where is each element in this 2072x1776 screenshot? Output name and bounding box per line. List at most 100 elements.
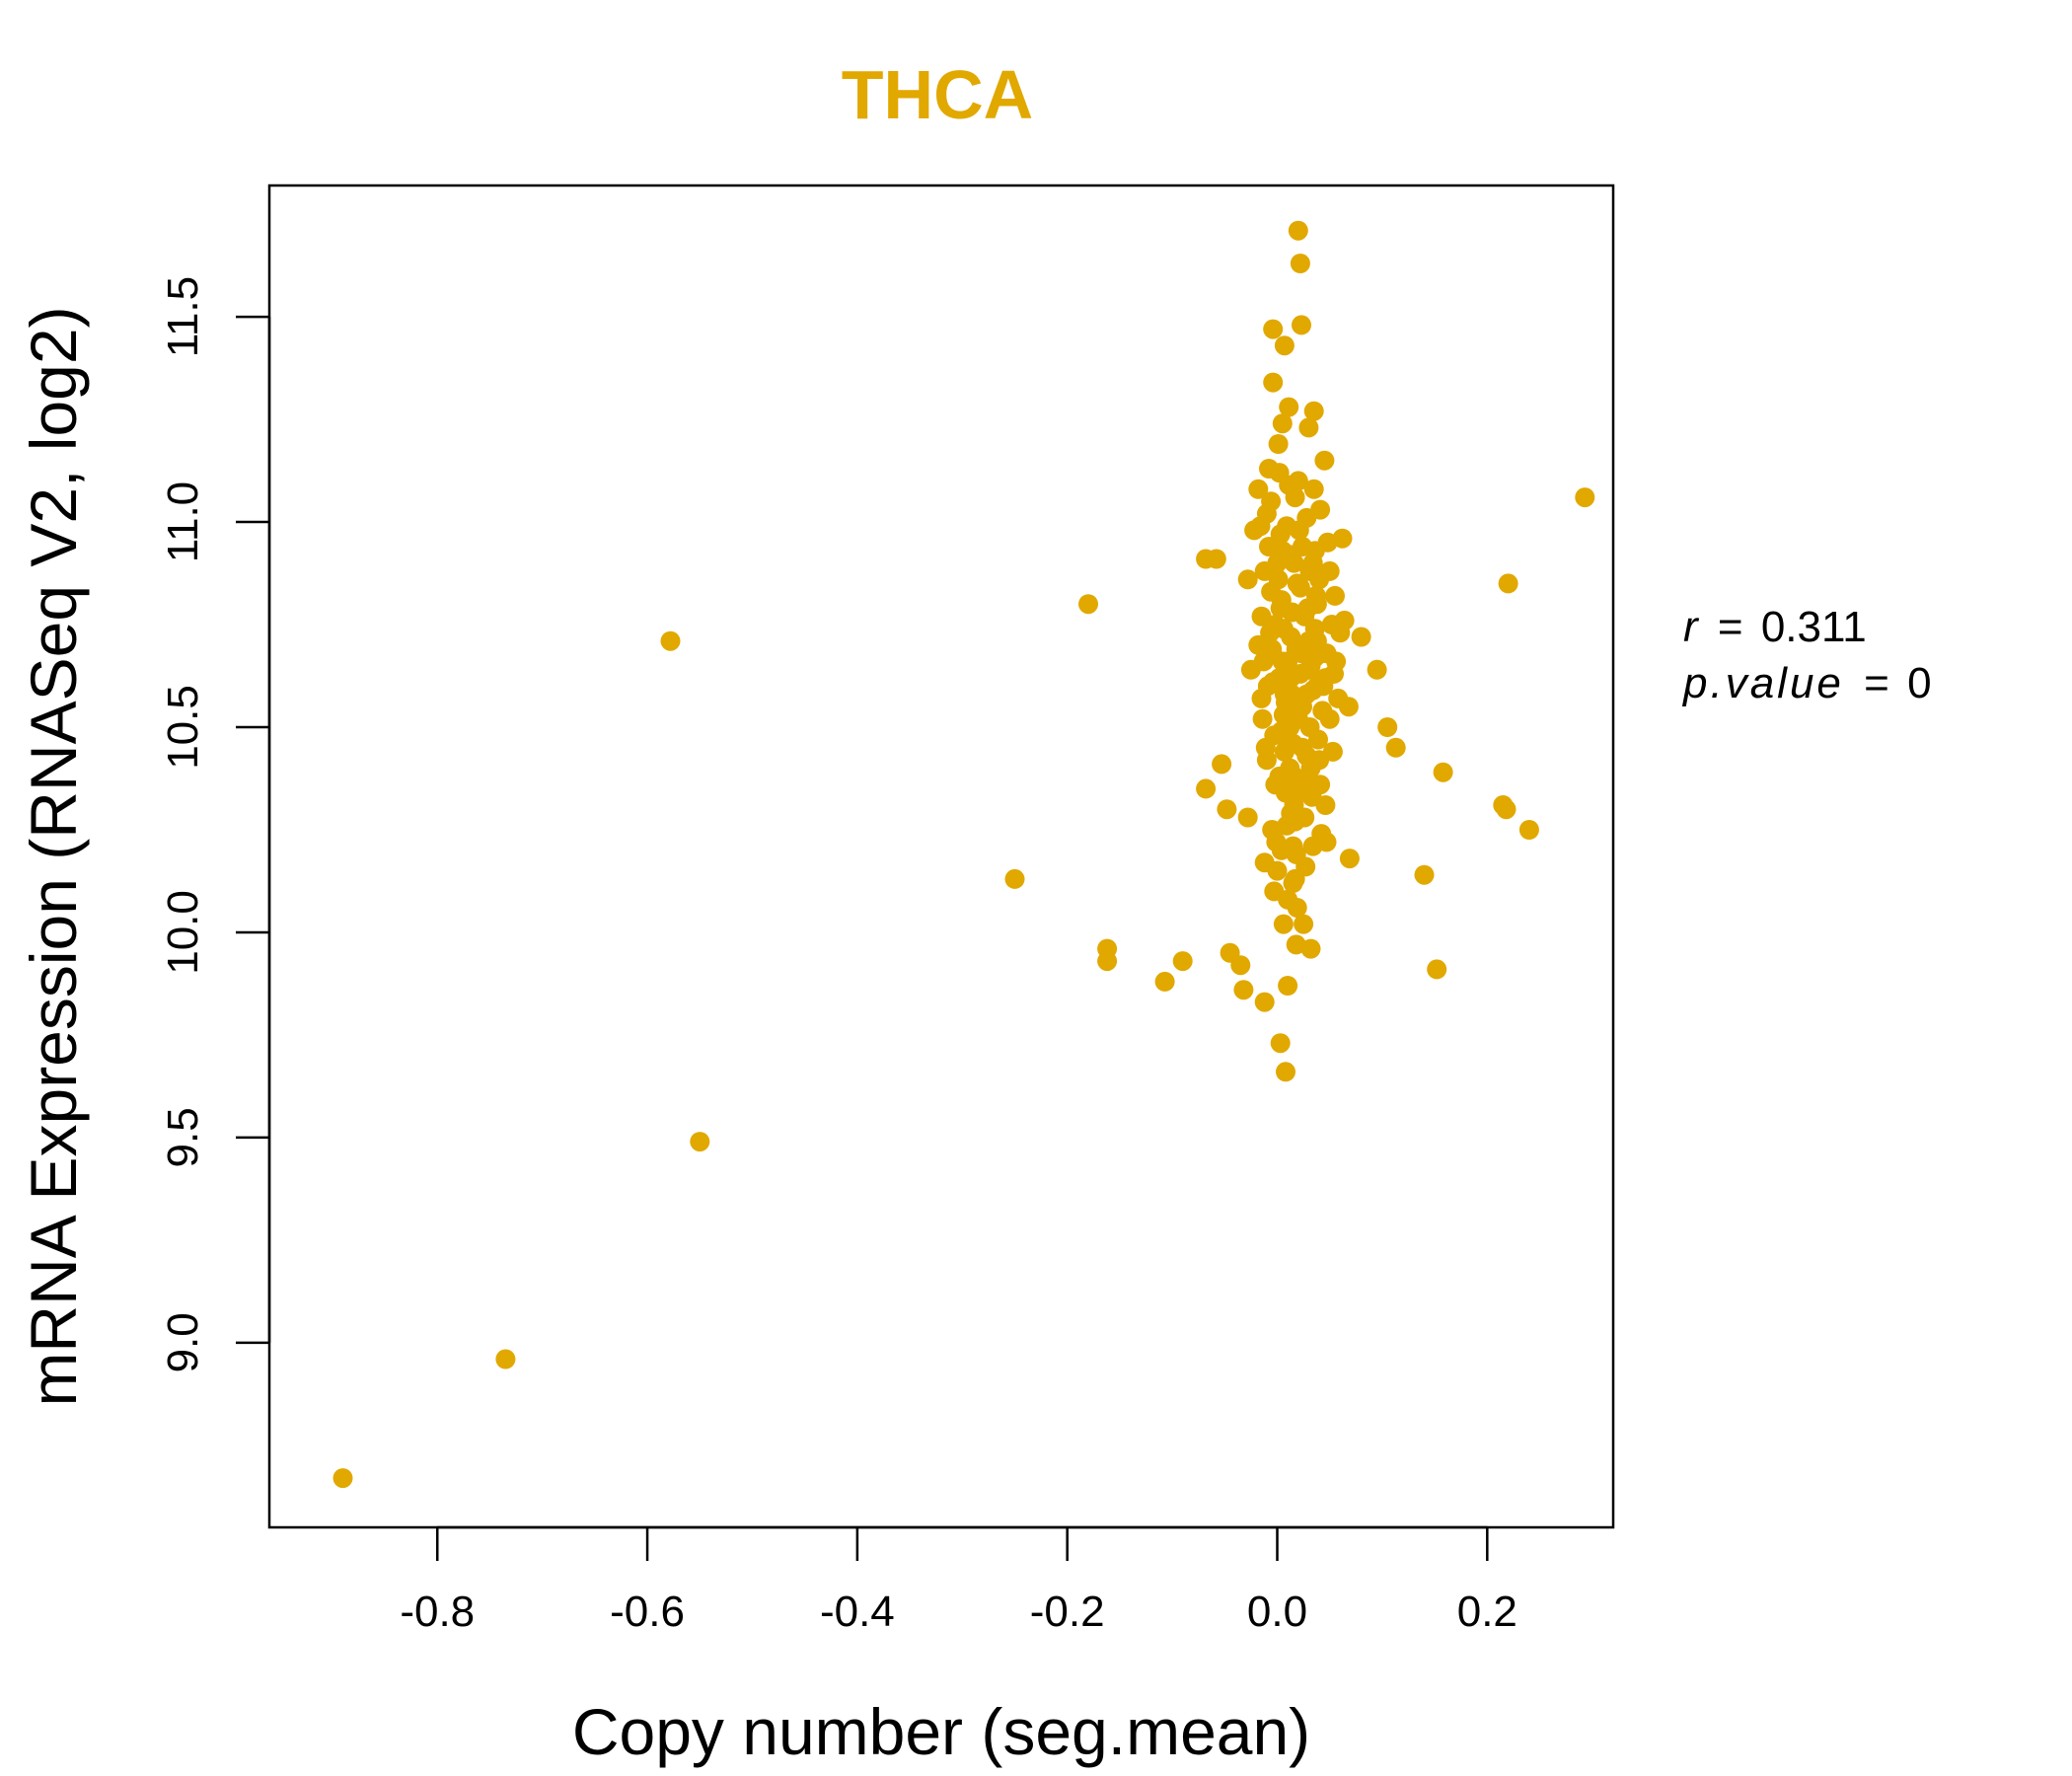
data-point — [1294, 914, 1314, 934]
data-point — [1385, 737, 1406, 758]
x-tick-label: -0.8 — [400, 1588, 475, 1636]
y-tick-label: 9.5 — [159, 1107, 207, 1167]
x-tick-label: -0.2 — [1030, 1588, 1105, 1636]
data-point — [1334, 610, 1355, 630]
data-point — [1339, 849, 1360, 869]
data-point — [1268, 434, 1289, 454]
data-point — [1270, 524, 1291, 545]
data-point — [1308, 729, 1328, 750]
data-point — [1283, 836, 1303, 856]
data-point — [1269, 668, 1290, 689]
x-tick-label: -0.6 — [610, 1588, 685, 1636]
y-tick-label: 10.0 — [159, 890, 207, 975]
data-point — [1237, 807, 1258, 828]
data-point — [1078, 594, 1098, 615]
p-value: 0 — [1907, 659, 1931, 707]
data-point — [495, 1349, 516, 1369]
data-point — [1270, 598, 1291, 619]
data-point — [1212, 754, 1232, 775]
data-point — [1351, 627, 1371, 647]
y-tick-label: 10.5 — [159, 685, 207, 770]
data-point — [1296, 507, 1317, 528]
chart-title: THCA — [842, 56, 1033, 133]
data-point — [1288, 471, 1308, 491]
data-point — [1315, 668, 1336, 689]
data-point — [1377, 717, 1398, 737]
data-point — [1338, 697, 1359, 717]
data-point — [1309, 569, 1330, 590]
data-point — [1273, 619, 1294, 639]
data-point — [1277, 729, 1297, 750]
data-point — [1254, 992, 1275, 1012]
x-tick-label: 0.2 — [1457, 1588, 1517, 1636]
data-point — [1414, 864, 1435, 885]
svg-text:p.value = 0: p.value = 0 — [1681, 659, 1932, 707]
data-point — [1196, 778, 1217, 799]
y-axis-label: mRNA Expression (RNASeq V2, log2) — [17, 306, 90, 1406]
data-point — [1433, 762, 1453, 782]
data-point — [1575, 487, 1595, 508]
data-point — [1248, 634, 1269, 655]
data-point — [333, 1468, 353, 1489]
plot-frame — [267, 184, 1615, 1529]
data-point — [1263, 372, 1284, 393]
p-label: p.value — [1681, 659, 1844, 707]
data-points — [333, 220, 1595, 1489]
correlation-stats: r = 0.311 p.value = 0 — [1681, 603, 1932, 707]
data-point — [1274, 684, 1295, 704]
y-tick-label: 9.0 — [159, 1312, 207, 1372]
data-point — [1273, 914, 1294, 934]
data-point — [1272, 413, 1293, 434]
data-point — [1233, 980, 1254, 1000]
data-point — [1322, 741, 1343, 762]
data-point — [1255, 737, 1276, 758]
data-point — [1496, 799, 1517, 820]
data-point — [1288, 220, 1308, 241]
x-axis: -0.8 -0.6 -0.4 -0.2 0.0 0.2 — [400, 1525, 1517, 1636]
data-point — [1276, 1062, 1295, 1082]
x-tick-label: 0.0 — [1247, 1588, 1307, 1636]
data-point — [1367, 659, 1387, 680]
data-point — [1253, 651, 1274, 672]
svg-text:r = 0.311: r = 0.311 — [1683, 603, 1867, 651]
data-point — [1304, 619, 1325, 639]
data-point — [1250, 516, 1271, 537]
data-point — [1300, 655, 1321, 676]
data-point — [1290, 254, 1310, 273]
data-point — [1272, 541, 1293, 561]
data-point — [1287, 898, 1307, 918]
data-point — [1266, 832, 1287, 852]
data-point — [1172, 951, 1193, 972]
data-point — [1302, 836, 1323, 856]
data-point — [1300, 938, 1321, 959]
data-point — [1292, 315, 1311, 335]
data-point — [1290, 577, 1310, 598]
x-tick-label: -0.4 — [820, 1588, 895, 1636]
data-point — [1325, 585, 1345, 606]
data-point — [1310, 775, 1331, 795]
data-point — [1230, 955, 1251, 976]
data-point — [1154, 971, 1175, 992]
y-axis: 9.0 9.5 10.0 10.5 11.0 11.5 — [159, 276, 271, 1372]
data-point — [1279, 397, 1299, 417]
data-point — [1217, 799, 1237, 820]
data-point — [1206, 549, 1226, 569]
data-point — [1427, 959, 1447, 980]
data-point — [1303, 401, 1324, 421]
data-point — [1004, 868, 1025, 889]
data-point — [1097, 951, 1118, 972]
data-point — [1237, 569, 1258, 590]
data-point — [1288, 708, 1308, 729]
data-point — [1296, 746, 1317, 767]
data-point — [1332, 528, 1353, 549]
data-point — [1306, 594, 1327, 615]
data-point — [1267, 860, 1288, 881]
data-point — [1281, 803, 1301, 824]
data-point — [1270, 1033, 1291, 1054]
data-point — [660, 630, 681, 651]
data-point — [1252, 708, 1273, 729]
data-point — [690, 1132, 710, 1152]
r-value: 0.311 — [1761, 603, 1867, 651]
data-point — [1248, 479, 1269, 499]
